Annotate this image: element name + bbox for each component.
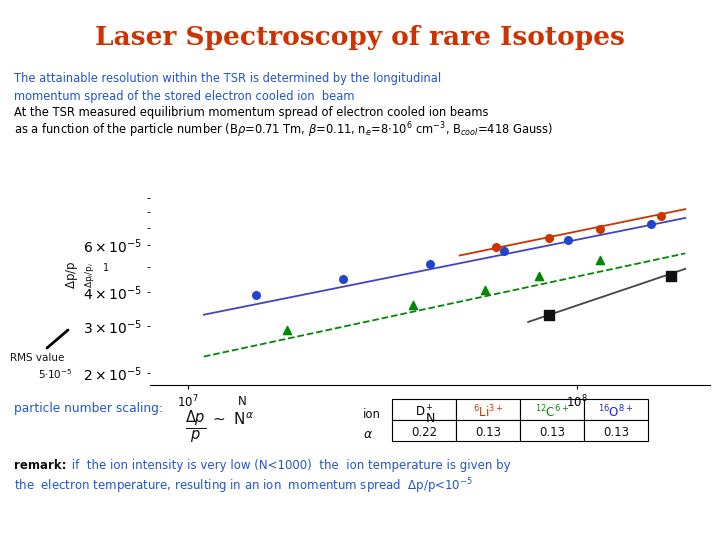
Text: D$^+$: D$^+$ <box>553 215 571 230</box>
Text: ion: ion <box>363 408 381 421</box>
Point <box>498 247 510 255</box>
Text: $^{12}$C$^{6+}$: $^{12}$C$^{6+}$ <box>535 403 569 420</box>
Text: 0.13: 0.13 <box>539 426 565 439</box>
Text: $^{6}$Li$^{3+}$: $^{6}$Li$^{3+}$ <box>430 233 457 247</box>
Point <box>665 272 677 280</box>
Point <box>595 225 606 233</box>
Text: as a function of the particle number (B$\rho$=0.71 Tm, $\beta$=0.11, n$_e$=8$\cd: as a function of the particle number (B$… <box>14 120 553 140</box>
Text: At the TSR measured equilibrium momentum spread of electron cooled ion beams: At the TSR measured equilibrium momentum… <box>14 106 488 119</box>
Text: $^6$: $^6$ <box>255 195 265 213</box>
Text: particle number scaling:: particle number scaling: <box>14 402 163 415</box>
Text: Laser Spectroscopy of rare Isotopes: Laser Spectroscopy of rare Isotopes <box>95 25 625 51</box>
Text: 3+: 3+ <box>298 193 325 211</box>
Point <box>251 291 262 300</box>
Bar <box>392 420 456 441</box>
Text: $\Delta$p/p: $\Delta$p/p <box>64 261 80 289</box>
Bar <box>584 399 648 420</box>
Point <box>544 234 555 242</box>
Text: $^{16}$O$^{8+}$: $^{16}$O$^{8+}$ <box>161 248 192 262</box>
Text: 0.22: 0.22 <box>411 426 437 439</box>
Point <box>337 274 348 283</box>
Text: $^{16}$O$^{8+}$: $^{16}$O$^{8+}$ <box>598 403 634 420</box>
Text: $\frac{\Delta p}{p}$: $\frac{\Delta p}{p}$ <box>185 408 206 446</box>
Text: RMS value: RMS value <box>10 353 64 363</box>
Text: D$^+$: D$^+$ <box>415 404 433 419</box>
Point <box>408 300 419 309</box>
Point <box>282 326 293 334</box>
Point <box>562 235 574 244</box>
Bar <box>456 420 520 441</box>
Text: 0.13: 0.13 <box>603 426 629 439</box>
Text: if  the ion intensity is very low (N<1000)  the  ion temperature is given by: if the ion intensity is very low (N<1000… <box>68 459 510 472</box>
Point <box>595 255 606 264</box>
Text: $^6$Li$^{3+}$: $^6$Li$^{3+}$ <box>473 403 503 420</box>
Text: O: O <box>215 238 247 275</box>
Text: 5·10$^{-5}$: 5·10$^{-5}$ <box>38 367 73 381</box>
Bar <box>392 399 456 420</box>
Text: N: N <box>238 395 247 408</box>
Text: The attainable resolution within the TSR is determined by the longitudinal
momen: The attainable resolution within the TSR… <box>14 72 441 103</box>
Text: $^{12}$C$^{6+}$: $^{12}$C$^{6+}$ <box>194 290 225 304</box>
Text: D: D <box>288 168 321 210</box>
Point <box>424 260 436 268</box>
Text: $\sim$ N$^\alpha$: $\sim$ N$^\alpha$ <box>210 411 254 428</box>
Text: C: C <box>218 218 243 250</box>
Bar <box>584 420 648 441</box>
Text: 1: 1 <box>103 263 109 273</box>
Text: remark:: remark: <box>14 459 66 472</box>
Point <box>656 212 667 221</box>
Text: +: + <box>320 168 338 190</box>
Text: 0.13: 0.13 <box>475 426 501 439</box>
Point <box>490 243 502 252</box>
Text: the  electron temperature, resulting in an ion  momentum spread  $\Delta$p/p<10$: the electron temperature, resulting in a… <box>14 476 473 496</box>
Bar <box>520 420 584 441</box>
Text: equilibrium of IBS and electron cooling: equilibrium of IBS and electron cooling <box>236 183 474 196</box>
Text: Li: Li <box>268 200 304 234</box>
Point <box>544 310 555 319</box>
X-axis label: N: N <box>426 412 435 425</box>
Text: $\Delta$p$_i$/p$_i$: $\Delta$p$_i$/p$_i$ <box>84 262 96 288</box>
Point <box>534 272 545 280</box>
Bar <box>456 399 520 420</box>
Text: $\alpha$: $\alpha$ <box>363 428 373 441</box>
Text: 8+: 8+ <box>246 230 275 248</box>
Text: 6+: 6+ <box>240 213 264 230</box>
Bar <box>520 399 584 420</box>
Point <box>479 285 490 294</box>
Point <box>645 220 657 228</box>
